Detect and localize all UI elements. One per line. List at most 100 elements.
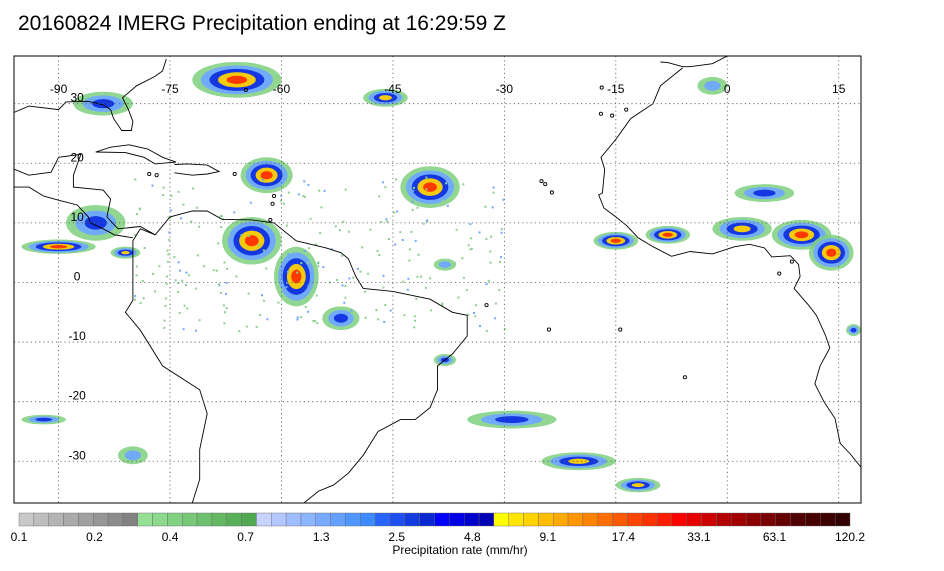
precip-speck [195, 287, 198, 290]
precip-speck [462, 183, 465, 186]
precip-speck [177, 190, 180, 193]
precip-speck [469, 223, 472, 226]
precip-speck [500, 231, 503, 234]
precip-speck [219, 215, 222, 218]
precip-speck [152, 273, 155, 275]
precip-cell [850, 327, 857, 333]
precip-speck [417, 253, 420, 256]
precip-speck [168, 231, 171, 234]
precip-speck [196, 254, 199, 257]
precip-speck [317, 265, 320, 268]
precip-speck [490, 235, 493, 238]
precip-speck [296, 271, 299, 274]
precip-speck [164, 297, 167, 300]
precip-speck [364, 316, 367, 319]
precip-speck [312, 319, 315, 322]
lon-label: -30 [496, 82, 514, 96]
precip-cell [826, 248, 837, 257]
precip-speck [217, 283, 220, 286]
precip-speck [228, 234, 231, 237]
island [598, 111, 604, 116]
precip-cell [260, 171, 273, 180]
precip-speck [413, 326, 416, 329]
colorbar-cell [716, 512, 732, 527]
precip-speck [134, 234, 137, 237]
colorbar-cell [508, 512, 524, 527]
colorbar-cell [627, 512, 643, 527]
precip-speck [317, 261, 320, 264]
precip-speck [461, 257, 464, 260]
precip-speck [478, 231, 481, 234]
precip-speck [470, 247, 473, 250]
precip-speck [302, 195, 305, 197]
graticule [14, 56, 861, 503]
precip-speck [356, 267, 359, 270]
colorbar-tick-label: 17.4 [612, 530, 636, 544]
precip-speck [453, 261, 456, 264]
precip-speck [151, 184, 154, 187]
colorbar-cell [642, 512, 658, 527]
precip-speck [134, 294, 137, 297]
precip-speck [257, 243, 260, 246]
map-title: 20160824 IMERG Precipitation ending at 1… [18, 12, 506, 35]
island [618, 327, 623, 332]
precip-speck [182, 328, 185, 331]
precip-speck [500, 228, 503, 231]
island [599, 85, 604, 90]
precip-speck [399, 231, 402, 234]
precip-speck [235, 275, 238, 278]
colorbar-cell [449, 512, 465, 527]
precip-speck [177, 261, 180, 264]
island [549, 190, 554, 195]
precip-speck [307, 184, 310, 186]
precip-speck [348, 277, 351, 280]
precip-speck [303, 196, 306, 198]
precip-cell [121, 250, 130, 255]
colorbar-cell [612, 512, 628, 527]
precip-speck [169, 216, 172, 219]
precip-speck [411, 208, 414, 211]
lat-label: -10 [68, 329, 86, 343]
lon-label: -45 [384, 82, 402, 96]
precip-cell [35, 417, 53, 422]
precip-speck [457, 296, 460, 299]
colorbar-cell [523, 512, 539, 527]
precip-speck [406, 288, 409, 291]
precip-speck [165, 282, 168, 285]
precip-speck [177, 282, 180, 284]
precip-speck [132, 254, 135, 257]
colorbar-ticks: 0.1 0.2 0.4 0.7 1.3 2.5 4.8 9.1 17.4 33.1 63.1 120.… [11, 530, 866, 544]
precip-speck [307, 310, 310, 313]
precip-speck [376, 250, 379, 252]
lon-label: -60 [273, 82, 291, 96]
colorbar-cell [760, 512, 777, 527]
colorbar-cell [48, 512, 64, 527]
precip-speck [141, 280, 144, 282]
precip-speck [384, 186, 387, 189]
precip-speck [261, 178, 264, 181]
colorbar-cell [18, 512, 35, 527]
precip-speck [188, 274, 191, 277]
precip-speck [412, 186, 415, 189]
precip-speck [233, 211, 236, 214]
colorbar-cell [434, 512, 450, 527]
island [154, 173, 159, 178]
precip-speck [441, 302, 444, 305]
precip-speck [223, 304, 225, 307]
precip-speck [192, 187, 195, 190]
precip-cell [226, 75, 248, 84]
colorbar-cell [345, 512, 361, 527]
precip-speck [280, 199, 283, 202]
precip-speck [134, 178, 137, 181]
precip-speck [341, 284, 344, 287]
precip-speck [241, 221, 244, 223]
precip-speck [377, 318, 380, 321]
lon-label: -90 [50, 82, 68, 96]
precip-speck [339, 229, 341, 232]
colorbar-cell [805, 512, 821, 527]
precip-speck [225, 281, 228, 284]
precip-speck [492, 186, 495, 189]
colorbar-cell [493, 512, 509, 527]
colorbar-cell [404, 512, 420, 527]
